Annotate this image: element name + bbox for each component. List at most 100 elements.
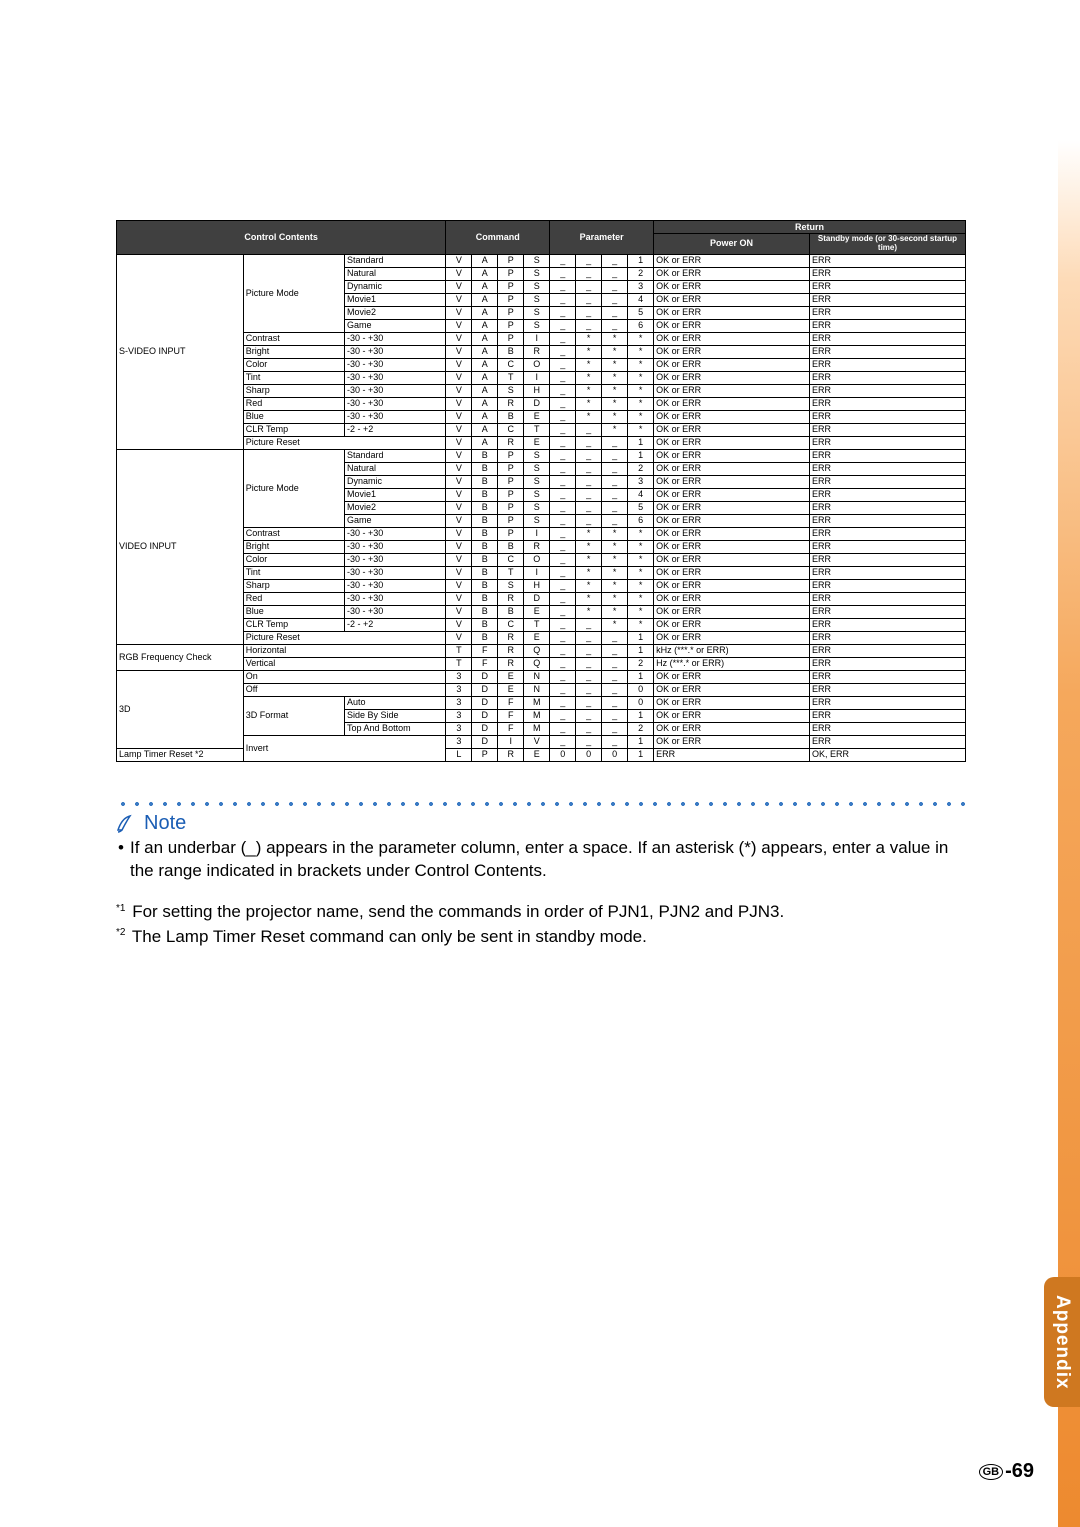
cell-item: Off	[243, 683, 446, 696]
cell-par: 4	[628, 293, 654, 306]
cell-par: _	[550, 709, 576, 722]
cell-standby: ERR	[809, 254, 965, 267]
cell-cmd: A	[472, 332, 498, 345]
cell-cmd: M	[524, 709, 550, 722]
cell-par: 2	[628, 722, 654, 735]
cell-power-on: OK or ERR	[654, 267, 810, 280]
cell-cmd: B	[472, 501, 498, 514]
cell-item: CLR Temp	[243, 618, 344, 631]
cell-power-on: OK or ERR	[654, 371, 810, 384]
cell-par: _	[550, 605, 576, 618]
cell-sub: -30 - +30	[345, 527, 446, 540]
cell-standby: ERR	[809, 579, 965, 592]
cell-sub: Movie1	[345, 488, 446, 501]
cell-power-on: OK or ERR	[654, 280, 810, 293]
cell-par: _	[602, 306, 628, 319]
cell-standby: ERR	[809, 553, 965, 566]
table-row: Red-30 - +30VBRD_***OK or ERRERR	[117, 592, 966, 605]
cell-par: *	[576, 553, 602, 566]
cell-par: 1	[628, 670, 654, 683]
note-header: Note	[116, 812, 966, 835]
cell-cmd: T	[498, 566, 524, 579]
cell-par: *	[628, 384, 654, 397]
cell-sub: Dynamic	[345, 475, 446, 488]
cell-par: *	[576, 384, 602, 397]
cell-par: 1	[628, 449, 654, 462]
cell-cmd: 3	[446, 709, 472, 722]
cell-sub: Movie2	[345, 501, 446, 514]
cell-par: 1	[628, 631, 654, 644]
cell-par: *	[602, 397, 628, 410]
cell-cmd: Q	[524, 644, 550, 657]
cell-par: *	[602, 592, 628, 605]
cell-cmd: P	[472, 748, 498, 761]
cell-par: _	[602, 735, 628, 748]
cell-par: _	[550, 670, 576, 683]
cell-cmd: T	[498, 371, 524, 384]
cell-par: _	[550, 696, 576, 709]
cell-cmd: V	[446, 293, 472, 306]
cell-cmd: S	[524, 319, 550, 332]
cell-cmd: E	[524, 748, 550, 761]
cell-cmd: S	[498, 579, 524, 592]
cell-par: _	[602, 501, 628, 514]
cell-standby: ERR	[809, 722, 965, 735]
cell-par: *	[576, 332, 602, 345]
table-row: VIDEO INPUTPicture ModeStandardVBPS___1O…	[117, 449, 966, 462]
cell-cmd: S	[498, 384, 524, 397]
cell-cmd: D	[524, 397, 550, 410]
cell-sub: -30 - +30	[345, 410, 446, 423]
cell-power-on: OK or ERR	[654, 605, 810, 618]
cell-par: _	[550, 618, 576, 631]
cell-par: _	[602, 462, 628, 475]
cell-par: *	[628, 332, 654, 345]
cell-item: Tint	[243, 566, 344, 579]
cell-sub: Game	[345, 319, 446, 332]
table-row: Blue-30 - +30VABE_***OK or ERRERR	[117, 410, 966, 423]
cell-cmd: B	[472, 579, 498, 592]
cell-category: Lamp Timer Reset *2	[117, 748, 446, 761]
cell-power-on: OK or ERR	[654, 592, 810, 605]
cell-power-on: OK or ERR	[654, 475, 810, 488]
cell-cmd: V	[446, 267, 472, 280]
cell-cmd: B	[472, 592, 498, 605]
cell-cmd: R	[498, 748, 524, 761]
cell-par: _	[550, 644, 576, 657]
table-row: Color-30 - +30VBCO_***OK or ERRERR	[117, 553, 966, 566]
cell-cmd: V	[446, 449, 472, 462]
cell-item: Blue	[243, 410, 344, 423]
cell-sub: -30 - +30	[345, 540, 446, 553]
cell-cmd: V	[446, 540, 472, 553]
cell-cmd: L	[446, 748, 472, 761]
cell-cmd: R	[498, 436, 524, 449]
cell-item: Color	[243, 553, 344, 566]
cell-standby: ERR	[809, 410, 965, 423]
cell-par: 2	[628, 657, 654, 670]
cell-power-on: OK or ERR	[654, 670, 810, 683]
table-row: 3D FormatAuto3DFM___0OK or ERRERR	[117, 696, 966, 709]
cell-par: *	[576, 397, 602, 410]
cell-cmd: E	[498, 670, 524, 683]
cell-item: 3D Format	[243, 696, 344, 735]
cell-standby: ERR	[809, 319, 965, 332]
cell-category: VIDEO INPUT	[117, 449, 244, 644]
cell-cmd: 3	[446, 683, 472, 696]
cell-par: _	[550, 423, 576, 436]
table-row: Picture ResetVARE___1OK or ERRERR	[117, 436, 966, 449]
cell-par: _	[550, 540, 576, 553]
dotted-divider	[116, 802, 966, 806]
cell-category: S-VIDEO INPUT	[117, 254, 244, 449]
cell-cmd: H	[524, 384, 550, 397]
cell-power-on: OK or ERR	[654, 618, 810, 631]
cell-power-on: OK or ERR	[654, 631, 810, 644]
cell-power-on: OK or ERR	[654, 397, 810, 410]
cell-par: *	[602, 553, 628, 566]
cell-par: _	[602, 696, 628, 709]
cell-par: _	[602, 293, 628, 306]
cell-par: *	[602, 579, 628, 592]
cell-cmd: B	[472, 449, 498, 462]
cell-power-on: OK or ERR	[654, 566, 810, 579]
cell-cmd: E	[524, 631, 550, 644]
cell-par: *	[628, 371, 654, 384]
cell-cmd: A	[472, 267, 498, 280]
